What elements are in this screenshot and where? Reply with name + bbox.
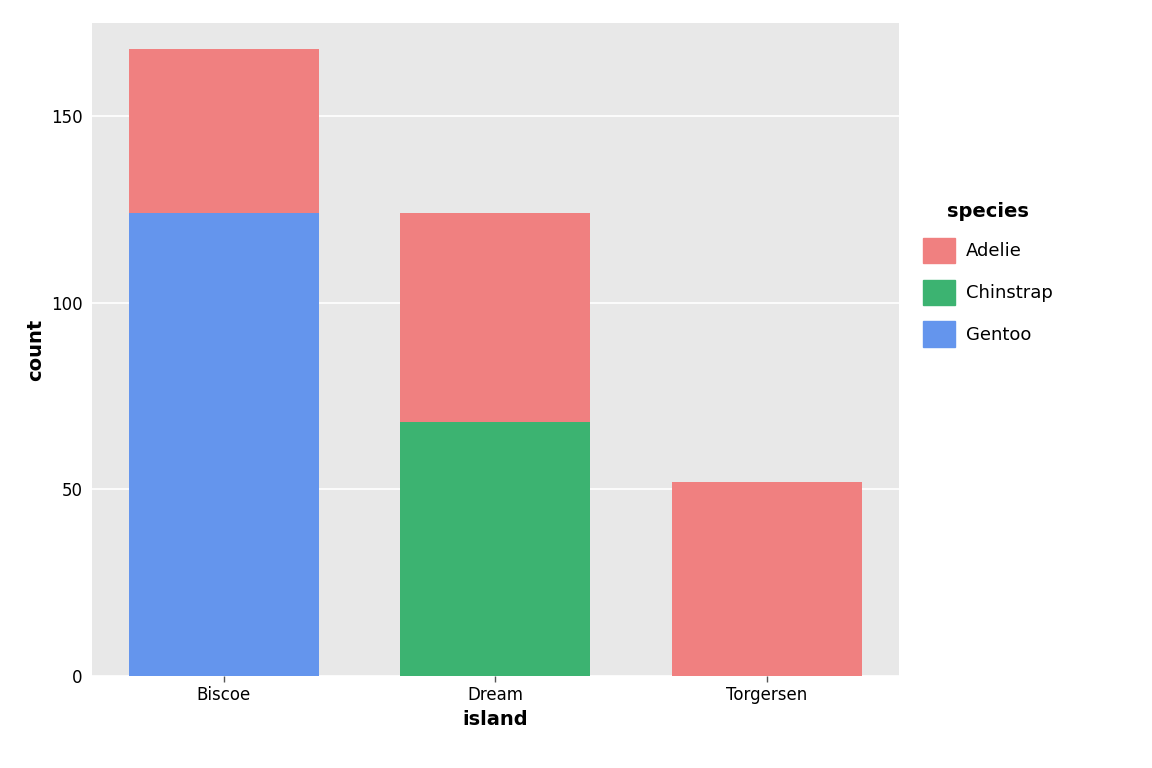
Bar [401,422,590,676]
Bar [129,49,319,214]
Legend: Adelie, Chinstrap, Gentoo: Adelie, Chinstrap, Gentoo [916,195,1060,354]
Bar [672,482,862,676]
X-axis label: island: island [463,710,528,729]
Bar [401,214,590,422]
Bar [129,214,319,676]
Y-axis label: count: count [26,318,45,381]
